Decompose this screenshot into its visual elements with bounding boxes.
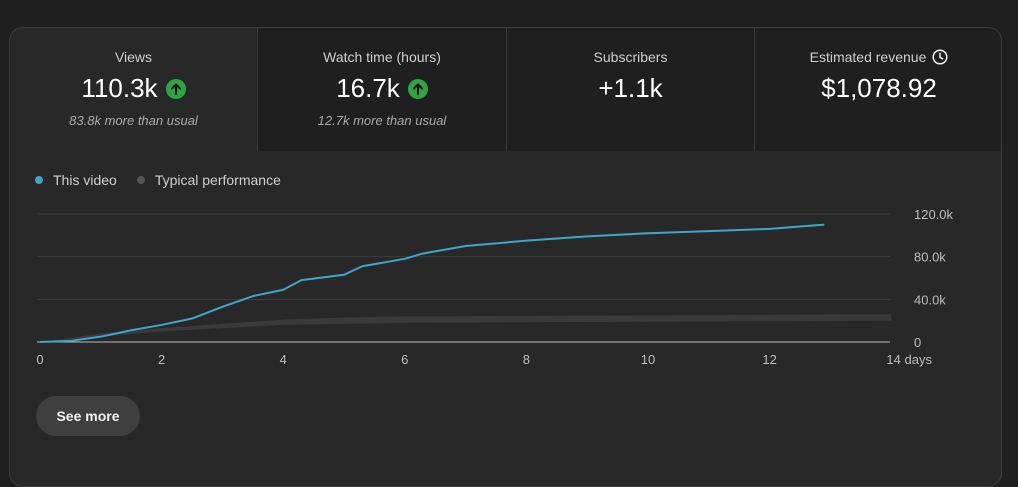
clock-icon [932, 49, 948, 65]
subscribers-value: +1.1k [598, 73, 663, 103]
views-value: 110.3k [81, 73, 158, 103]
views-label: Views [114, 49, 153, 65]
x-tick-label: 0 [36, 352, 43, 367]
arrow-up-circle-icon [165, 78, 186, 99]
y-tick-label: 80.0k [914, 250, 946, 265]
x-tick-label: 14 days [886, 352, 932, 367]
views-value-row: 110.3k [10, 73, 257, 104]
x-tick-label: 8 [523, 352, 530, 367]
y-tick-label: 40.0k [914, 292, 946, 307]
arrow-up-circle-icon [407, 78, 428, 99]
revenue-value-row: $1,078.92 [755, 73, 1001, 104]
views-sub: 83.8k more than usual [69, 113, 198, 128]
tab-views[interactable]: Views 110.3k 83.8k more than usual [10, 28, 258, 151]
subscribers-label: Subscribers [593, 49, 668, 65]
subscribers-value-row: +1.1k [507, 73, 754, 104]
metrics-tabs: Views 110.3k 83.8k more than usual Watch… [10, 28, 1001, 151]
x-tick-label: 10 [641, 352, 655, 367]
legend-typical-label: Typical performance [154, 172, 281, 188]
watch-time-label: Watch time (hours) [323, 49, 441, 65]
legend-dot-this-video [35, 176, 43, 184]
revenue-label: Estimated revenue [809, 49, 927, 65]
watch-time-sub: 12.7k more than usual [317, 113, 447, 128]
x-tick-label: 6 [401, 352, 408, 367]
x-tick-label: 12 [762, 352, 776, 367]
tab-estimated-revenue[interactable]: Estimated revenue $1,078.92 [755, 28, 1001, 151]
x-tick-label: 2 [158, 352, 165, 367]
legend-this-video: This video [35, 172, 117, 188]
typical-performance-band [40, 314, 892, 342]
see-more-button[interactable]: See more [36, 396, 140, 436]
y-tick-label: 120.0k [914, 207, 954, 222]
x-tick-label: 4 [280, 352, 287, 367]
watch-time-value-row: 16.7k [258, 73, 506, 104]
revenue-label-row: Estimated revenue [755, 49, 1001, 65]
tab-subscribers[interactable]: Subscribers +1.1k [507, 28, 755, 151]
watch-time-value: 16.7k [336, 73, 400, 103]
revenue-value: $1,078.92 [821, 73, 937, 103]
legend-typical: Typical performance [136, 172, 281, 188]
legend-this-video-label: This video [53, 172, 117, 188]
legend-dot-typical [136, 176, 145, 184]
views-line-chart: 0 40.0k 80.0k 120.0k 0 2 4 6 8 10 12 14 days [36, 207, 954, 367]
analytics-card: Views 110.3k 83.8k more than usual Watch… [9, 27, 1002, 487]
chart-legend: This video Typical performance [35, 172, 281, 188]
tab-watch-time[interactable]: Watch time (hours) 16.7k 12.7k more than… [258, 28, 507, 151]
y-tick-label: 0 [914, 335, 921, 350]
this-video-line [39, 223, 825, 343]
